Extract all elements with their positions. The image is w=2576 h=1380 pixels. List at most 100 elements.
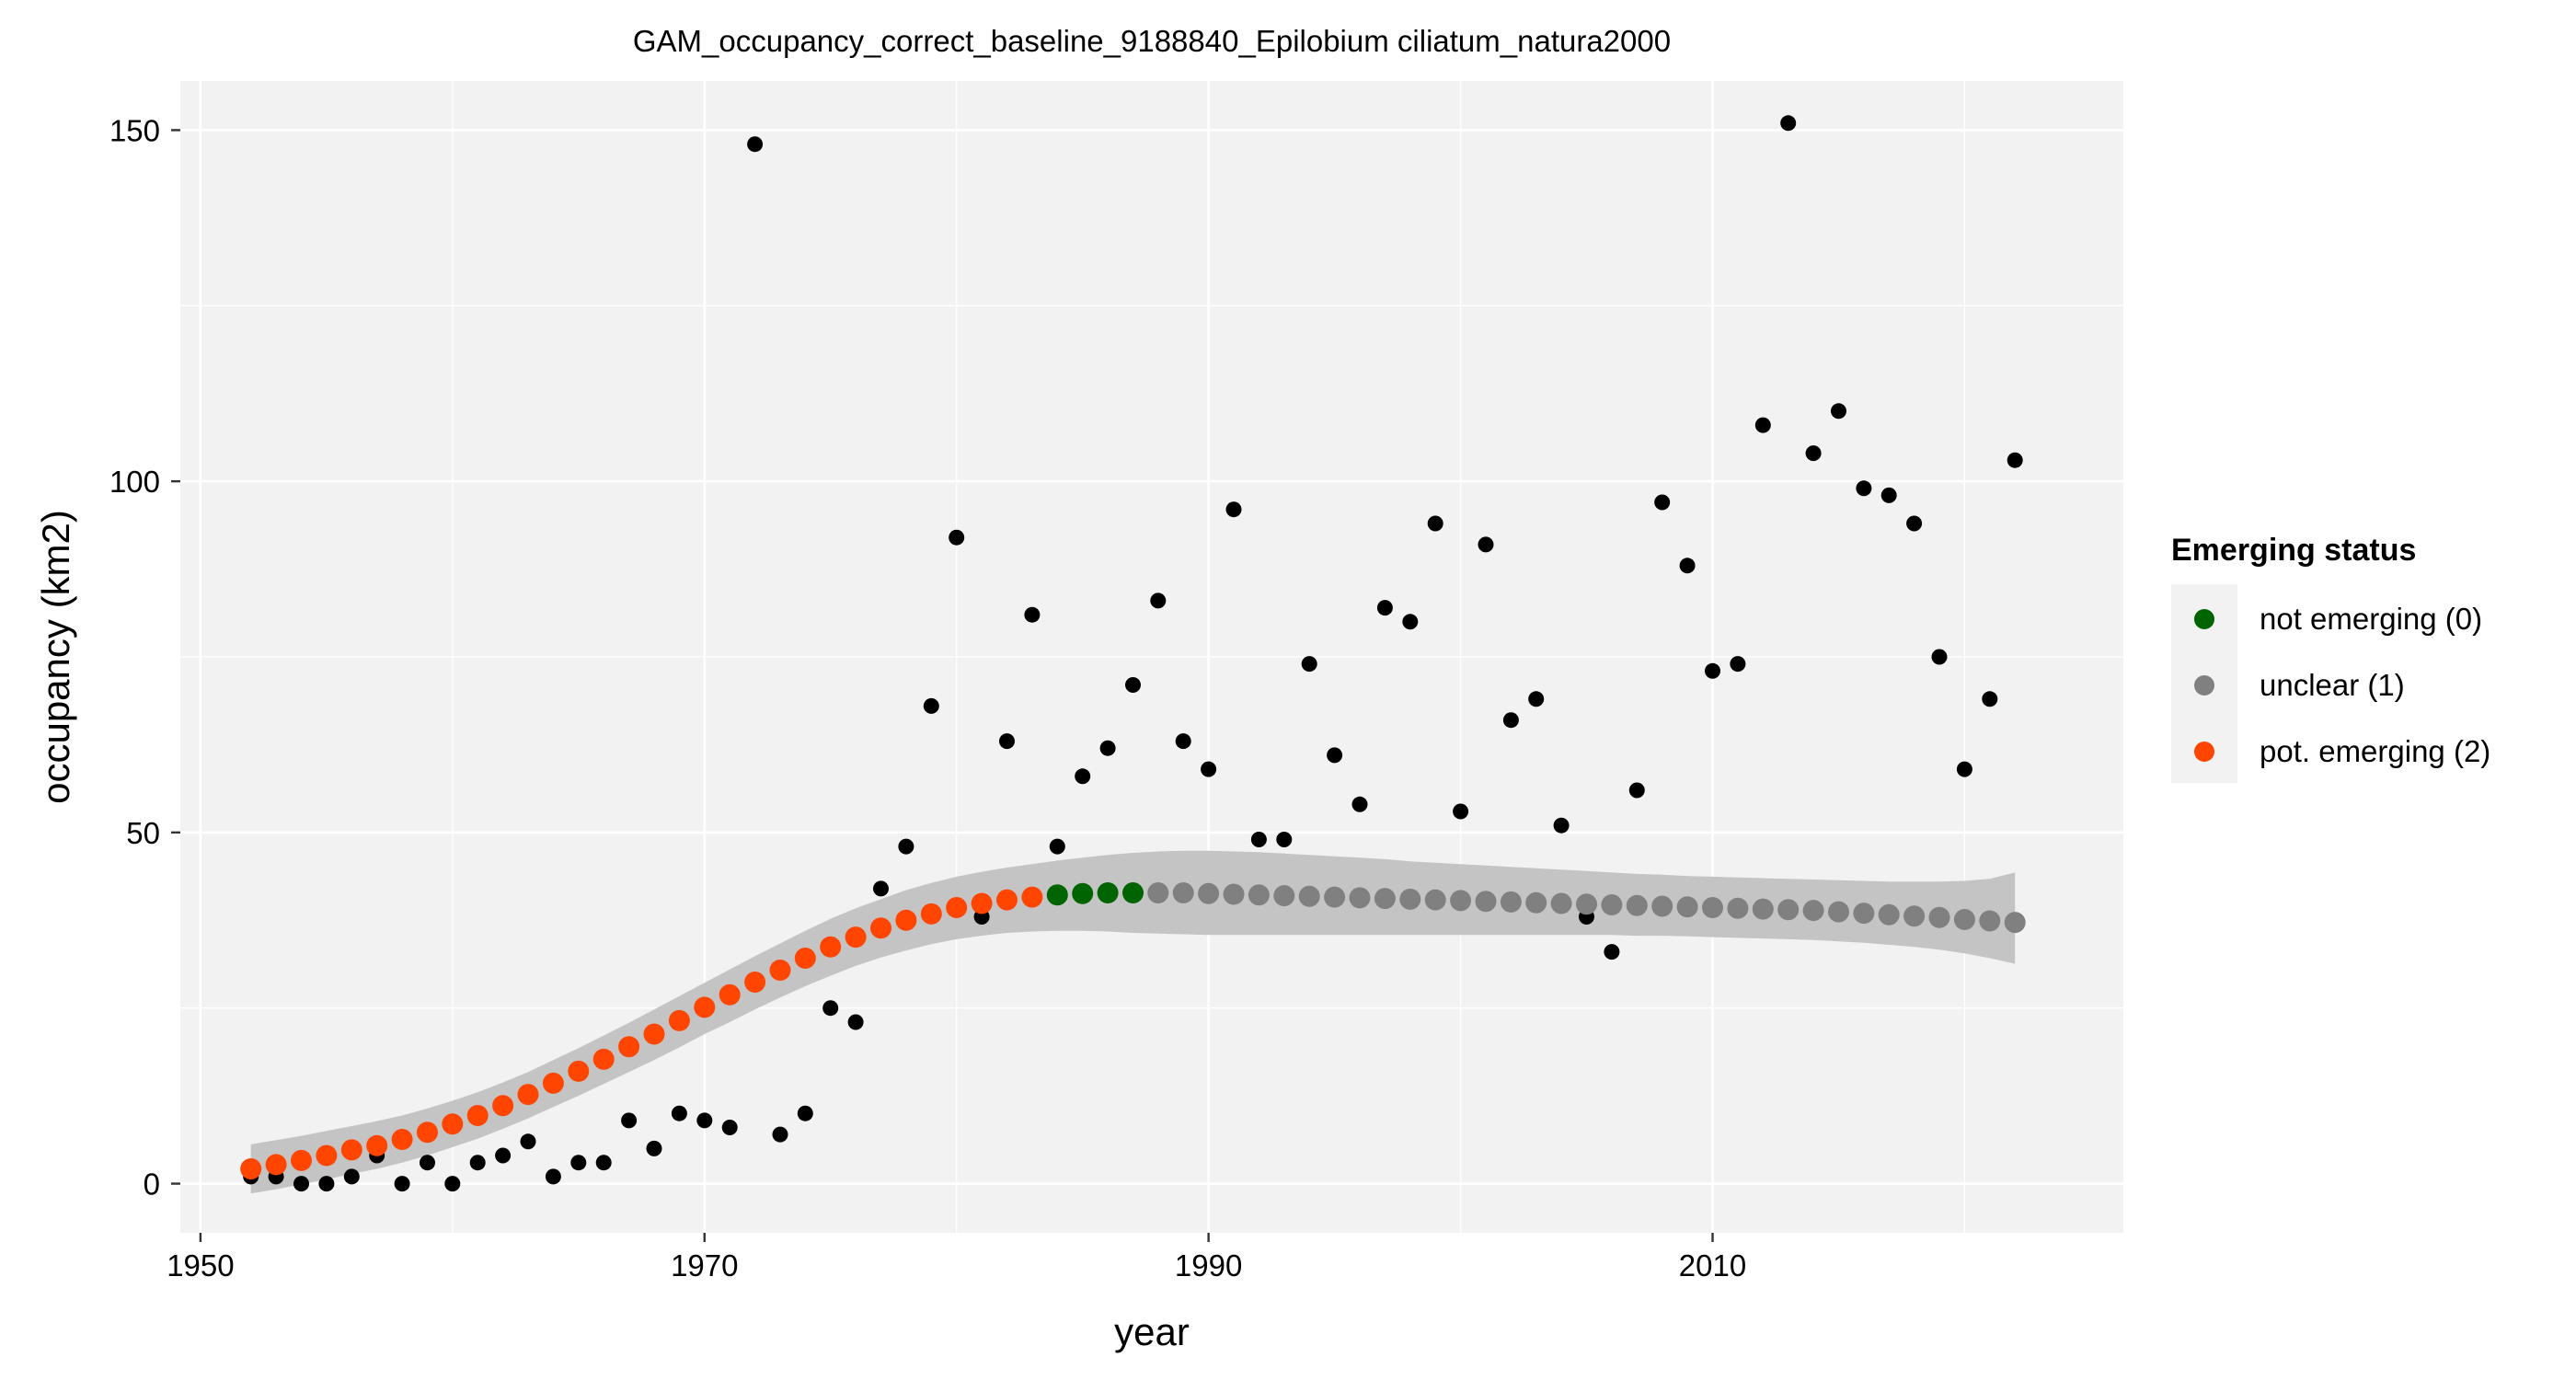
y-tick-label: 150 bbox=[109, 113, 160, 147]
fitted-point bbox=[316, 1144, 338, 1167]
fitted-point bbox=[1676, 896, 1698, 918]
observed-point bbox=[671, 1105, 687, 1121]
x-tick-label: 1990 bbox=[1175, 1248, 1242, 1282]
observed-point bbox=[1351, 796, 1368, 812]
observed-point bbox=[1478, 536, 1494, 553]
observed-point bbox=[545, 1168, 561, 1185]
observed-point bbox=[1982, 691, 1998, 707]
fitted-point bbox=[240, 1158, 262, 1179]
legend: Emerging status not emerging (0) unclear… bbox=[2171, 533, 2490, 783]
fitted-point bbox=[1198, 882, 1220, 904]
fitted-point bbox=[1828, 901, 1849, 923]
fitted-point bbox=[1576, 893, 1597, 915]
fitted-point bbox=[1399, 888, 1421, 910]
fitted-point bbox=[442, 1113, 464, 1135]
observed-point bbox=[873, 880, 889, 897]
fitted-point bbox=[1046, 884, 1068, 906]
observed-point bbox=[469, 1155, 486, 1171]
fitted-point bbox=[668, 1009, 690, 1031]
fitted-point bbox=[1273, 885, 1295, 907]
fitted-point bbox=[592, 1048, 615, 1070]
observed-point bbox=[1099, 740, 1116, 756]
observed-point bbox=[1730, 656, 1746, 673]
fitted-point bbox=[820, 936, 842, 958]
observed-point bbox=[1150, 592, 1167, 609]
observed-point bbox=[1276, 832, 1293, 847]
fitted-point bbox=[1853, 903, 1875, 925]
fitted-point bbox=[643, 1023, 665, 1045]
observed-point bbox=[1805, 445, 1822, 462]
observed-point bbox=[1327, 747, 1343, 764]
fitted-point bbox=[1324, 886, 1346, 908]
legend-key-unclear bbox=[2194, 675, 2214, 696]
observed-point bbox=[520, 1133, 536, 1150]
fitted-point bbox=[920, 903, 942, 925]
fitted-point bbox=[2004, 912, 2026, 934]
fitted-point bbox=[946, 897, 968, 918]
fitted-point bbox=[1500, 891, 1522, 913]
fitted-point bbox=[568, 1060, 590, 1082]
fitted-point bbox=[719, 983, 741, 1006]
legend-title: Emerging status bbox=[2171, 533, 2416, 568]
fitted-point bbox=[1601, 894, 1623, 915]
observed-point bbox=[2007, 452, 2023, 468]
observed-point bbox=[1679, 558, 1696, 574]
observed-points bbox=[243, 115, 2023, 1192]
legend-label-not-emerging: not emerging (0) bbox=[2260, 602, 2482, 636]
observed-point bbox=[444, 1176, 461, 1192]
fitted-point bbox=[1223, 883, 1245, 905]
fitted-point bbox=[971, 892, 993, 914]
observed-point bbox=[1175, 733, 1191, 750]
observed-point bbox=[1553, 817, 1570, 834]
y-axis-label: occupancy (km2) bbox=[34, 510, 77, 804]
fitted-point bbox=[1424, 889, 1446, 911]
observed-point bbox=[721, 1120, 738, 1135]
observed-point bbox=[1225, 501, 1242, 518]
observed-point bbox=[1604, 944, 1620, 960]
chart-title: GAM_occupancy_correct_baseline_9188840_E… bbox=[633, 24, 1671, 58]
observed-point bbox=[847, 1014, 864, 1030]
fitted-point bbox=[492, 1095, 514, 1117]
confidence-band-area bbox=[250, 850, 2016, 1194]
fitted-points bbox=[240, 882, 2026, 1179]
fitted-point bbox=[1248, 884, 1270, 906]
observed-point bbox=[772, 1126, 788, 1143]
observed-point bbox=[1427, 515, 1443, 532]
fitted-point bbox=[291, 1149, 312, 1171]
y-tick-label: 50 bbox=[126, 816, 160, 850]
observed-point bbox=[1831, 403, 1846, 420]
fitted-point bbox=[1122, 882, 1144, 903]
observed-point bbox=[999, 733, 1015, 750]
fitted-point bbox=[1550, 892, 1572, 914]
fitted-point bbox=[366, 1134, 388, 1156]
fitted-point bbox=[1777, 899, 1800, 921]
fitted-point bbox=[1979, 910, 2001, 932]
fitted-point bbox=[417, 1121, 438, 1144]
fitted-point bbox=[618, 1036, 640, 1058]
observed-point bbox=[1528, 691, 1545, 707]
fitted-point bbox=[1702, 897, 1723, 918]
observed-point bbox=[621, 1112, 638, 1129]
observed-point bbox=[1049, 838, 1065, 855]
observed-point bbox=[394, 1176, 410, 1192]
observed-point bbox=[1880, 487, 1897, 503]
fitted-point bbox=[1525, 891, 1547, 914]
observed-point bbox=[1628, 782, 1645, 799]
fitted-point bbox=[845, 926, 867, 949]
fitted-point bbox=[1752, 898, 1774, 920]
fitted-point bbox=[870, 917, 891, 939]
fitted-point bbox=[1097, 882, 1119, 903]
fitted-point bbox=[391, 1129, 413, 1150]
observed-point bbox=[1376, 600, 1393, 616]
observed-point bbox=[293, 1176, 309, 1192]
confidence-band bbox=[250, 850, 2016, 1194]
observed-point bbox=[696, 1112, 713, 1129]
y-tick-label: 100 bbox=[109, 465, 160, 499]
observed-point bbox=[1125, 677, 1141, 693]
observed-point bbox=[1024, 606, 1041, 623]
fitted-point bbox=[1374, 888, 1396, 910]
fitted-point bbox=[694, 996, 716, 1018]
observed-point bbox=[343, 1168, 360, 1185]
grid-minor bbox=[180, 81, 2123, 1233]
